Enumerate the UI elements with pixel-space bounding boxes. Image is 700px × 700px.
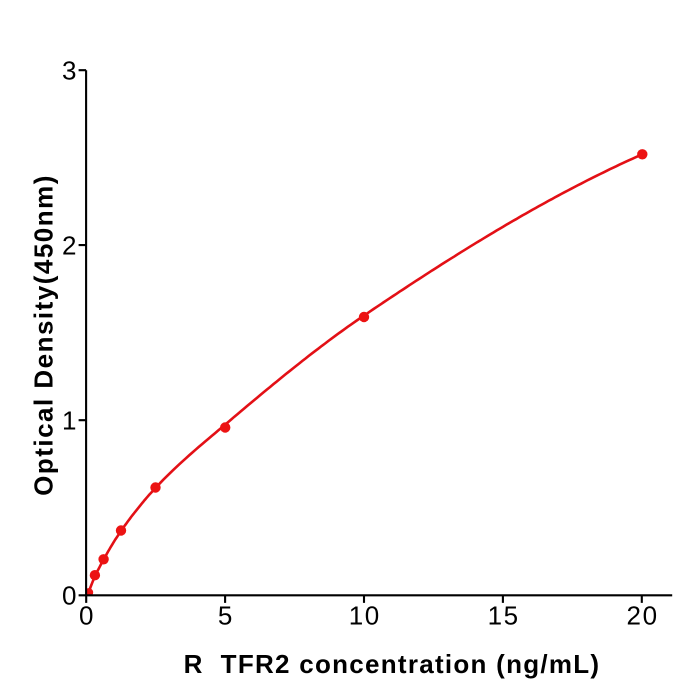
svg-text:2: 2 — [62, 231, 76, 261]
svg-text:R TFR2 concentration (ng/mL): R TFR2 concentration (ng/mL) — [184, 649, 601, 679]
svg-text:Optical Density(450nm): Optical Density(450nm) — [29, 174, 59, 496]
svg-text:1: 1 — [62, 406, 76, 436]
svg-text:3: 3 — [62, 56, 76, 86]
svg-text:20: 20 — [627, 601, 659, 631]
svg-text:5: 5 — [218, 601, 232, 631]
svg-text:0: 0 — [62, 581, 76, 611]
svg-text:10: 10 — [349, 601, 381, 631]
svg-text:0: 0 — [79, 601, 93, 631]
svg-text:15: 15 — [488, 601, 520, 631]
